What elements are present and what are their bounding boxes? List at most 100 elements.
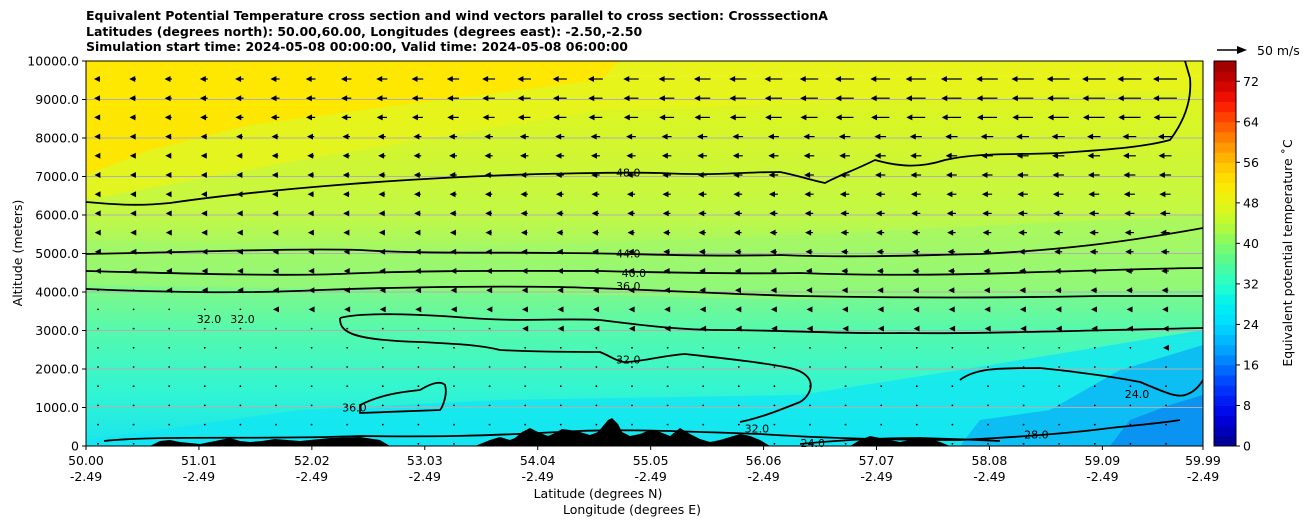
wind-vector <box>488 385 491 388</box>
wind-vector <box>343 210 350 217</box>
wind-vector <box>702 346 705 349</box>
y-axis: 0 1000.0 2000.0 3000.0 4000.0 5000.0 6000.0 700… <box>27 54 86 454</box>
wind-vector <box>948 306 955 313</box>
wind-vector <box>702 423 705 426</box>
wind-vector <box>1123 191 1135 198</box>
wind-vector <box>484 191 493 198</box>
colorbar-segment <box>1214 162 1236 173</box>
wind-vector <box>341 95 352 102</box>
wind-vector <box>805 248 813 255</box>
y-tick-label: 10000.0 <box>27 54 79 69</box>
wind-vector <box>913 306 920 313</box>
wind-vector <box>839 152 850 159</box>
colorbar-segment <box>1214 354 1236 366</box>
colorbar-segment <box>1214 273 1236 285</box>
wind-vector <box>488 423 491 426</box>
wind-vector <box>520 229 528 236</box>
wind-vector <box>411 76 424 82</box>
colorbar-tick-label: 64 <box>1243 114 1259 129</box>
colorbar-label: Equivalent potential temperature ˚C <box>1280 139 1295 367</box>
wind-vector <box>769 248 777 255</box>
wind-vector <box>945 152 958 159</box>
yellow-band <box>86 61 1203 200</box>
wind-vector <box>658 95 675 102</box>
wind-vector <box>342 133 350 140</box>
wind-vector <box>737 385 740 388</box>
x-tick-label-lat: 58.08 <box>972 453 1008 468</box>
contour-32-main <box>339 313 1203 423</box>
wind-vector <box>844 442 847 445</box>
colorbar-tick-label: 24 <box>1243 317 1259 332</box>
wind-vector <box>1047 114 1069 121</box>
wind-vector <box>987 366 989 368</box>
colorbar-segment <box>1214 101 1236 113</box>
wind-vector <box>201 210 208 217</box>
colorbar-segment <box>1214 415 1236 427</box>
wind-vector <box>132 366 135 368</box>
contour-label: 24.0 <box>1125 388 1150 401</box>
wind-vector <box>809 423 811 426</box>
wind-vector <box>168 385 171 388</box>
wind-vector <box>1089 229 1099 236</box>
wind-vector <box>275 346 277 349</box>
colorbar-segment <box>1214 375 1236 386</box>
wind-vector <box>737 346 740 349</box>
wind-vector <box>94 210 101 217</box>
wind-vector <box>947 268 955 274</box>
wind-vector <box>1129 442 1132 445</box>
wind-vector <box>557 306 564 313</box>
contour-label: 28.0 <box>1024 428 1049 441</box>
wind-vector <box>486 287 493 294</box>
wind-vector <box>1052 172 1064 178</box>
colorbar-segment <box>1214 91 1236 103</box>
wind-vector <box>1162 306 1169 313</box>
wind-vector <box>663 248 670 255</box>
wind-vector <box>698 248 706 255</box>
x-tick-label-lon: -2.49 <box>1187 469 1219 484</box>
wind-vector <box>976 114 998 121</box>
wind-vector <box>275 423 277 426</box>
wind-vector <box>1046 76 1070 82</box>
wind-vector <box>559 346 562 349</box>
wind-vector <box>658 76 675 82</box>
wind-vector <box>97 385 99 388</box>
wind-vector <box>946 191 957 198</box>
wind-vector <box>346 423 349 426</box>
wind-vector <box>449 210 457 217</box>
colorbar-segment <box>1214 212 1236 224</box>
wind-vector <box>1055 306 1062 313</box>
wind-vector <box>168 308 171 311</box>
wind-vector <box>984 306 991 313</box>
x-tick-label-lat: 59.99 <box>1185 453 1221 468</box>
wind-vector <box>595 385 598 388</box>
wind-vector <box>951 366 954 368</box>
wind-vector <box>591 210 600 217</box>
wind-vector <box>734 229 742 236</box>
wind-vector <box>168 366 171 368</box>
wind-vector <box>450 306 457 313</box>
wind-vector <box>275 366 277 368</box>
wind-vector <box>806 287 813 294</box>
wind-vector <box>1087 172 1100 178</box>
y-tick-label: 2000.0 <box>35 362 79 377</box>
wind-vector <box>447 95 459 102</box>
wind-vector <box>203 366 206 368</box>
wind-vector <box>987 404 989 407</box>
wind-vector <box>272 191 279 198</box>
wind-vector <box>1053 210 1064 217</box>
wind-vector <box>556 210 564 217</box>
wind-vector <box>559 366 562 368</box>
wind-vector <box>346 404 349 407</box>
wind-vector <box>835 76 855 82</box>
wind-vector <box>947 229 956 236</box>
plot-area: 48.044.040.036.032.032.0 32.036.032.0 28.0… <box>85 60 1204 450</box>
wind-vector <box>132 385 135 388</box>
y-tick-label: 9000.0 <box>35 92 79 107</box>
wind-vector <box>165 152 172 159</box>
wind-vector <box>168 327 171 330</box>
wind-vector <box>593 306 600 313</box>
wind-vector <box>93 76 101 82</box>
wind-vector <box>698 229 706 236</box>
wind-vector <box>307 210 314 217</box>
wind-vector <box>239 346 242 349</box>
